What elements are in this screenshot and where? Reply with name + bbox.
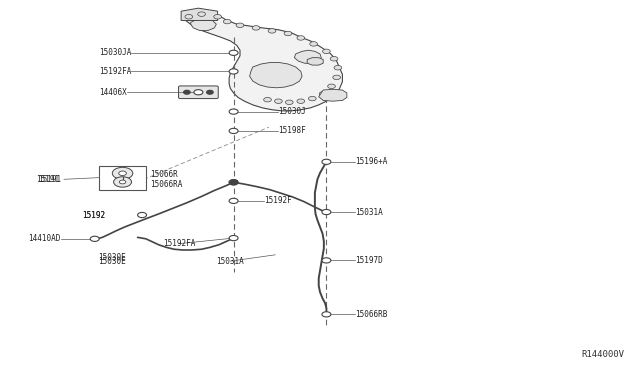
Circle shape (322, 159, 331, 164)
Circle shape (319, 92, 327, 96)
Text: 15192F: 15192F (264, 196, 291, 205)
Circle shape (229, 198, 238, 203)
Circle shape (264, 97, 271, 102)
Text: 15031A: 15031A (216, 257, 244, 266)
Text: 15030E: 15030E (98, 253, 126, 262)
Circle shape (310, 42, 317, 46)
FancyBboxPatch shape (179, 86, 218, 99)
Text: 15198F: 15198F (278, 126, 306, 135)
Circle shape (285, 100, 293, 105)
Text: 15030J: 15030J (278, 107, 306, 116)
Circle shape (252, 26, 260, 30)
Text: 14410AD: 14410AD (28, 234, 61, 243)
Circle shape (333, 75, 340, 80)
Polygon shape (191, 19, 216, 31)
Circle shape (229, 235, 238, 241)
Circle shape (322, 209, 331, 215)
Bar (99, 166, 146, 190)
Polygon shape (181, 8, 218, 20)
Circle shape (334, 65, 342, 70)
Circle shape (138, 212, 147, 218)
Circle shape (119, 171, 127, 176)
Circle shape (184, 90, 190, 94)
Text: 15192: 15192 (83, 211, 106, 219)
Circle shape (236, 23, 244, 28)
Circle shape (229, 128, 238, 134)
Text: 15031A: 15031A (355, 208, 383, 217)
Circle shape (268, 29, 276, 33)
Polygon shape (307, 58, 323, 65)
Circle shape (185, 15, 193, 19)
Circle shape (323, 49, 330, 54)
Circle shape (119, 180, 125, 184)
Circle shape (229, 69, 238, 74)
Polygon shape (250, 62, 302, 88)
Circle shape (230, 180, 237, 185)
Text: 15192FA: 15192FA (163, 239, 195, 248)
Text: 15191: 15191 (36, 175, 59, 184)
Circle shape (330, 57, 338, 61)
Circle shape (194, 90, 203, 95)
Text: 15030E: 15030E (98, 257, 126, 266)
Circle shape (90, 236, 99, 241)
Polygon shape (319, 89, 347, 101)
Circle shape (214, 15, 221, 19)
Text: 15066RA: 15066RA (150, 180, 183, 189)
Circle shape (229, 109, 238, 114)
Circle shape (114, 177, 132, 187)
Circle shape (284, 31, 292, 36)
Polygon shape (182, 11, 342, 111)
Polygon shape (294, 50, 321, 63)
Circle shape (322, 258, 331, 263)
Text: 15192: 15192 (83, 211, 106, 219)
Circle shape (223, 19, 231, 24)
Text: 15191: 15191 (38, 175, 61, 184)
Text: 15030JA: 15030JA (99, 48, 131, 57)
Circle shape (113, 167, 133, 179)
Text: 15196+A: 15196+A (355, 157, 388, 166)
Circle shape (297, 99, 305, 103)
Circle shape (275, 99, 282, 103)
Circle shape (322, 312, 331, 317)
Text: 15066RB: 15066RB (355, 310, 388, 319)
Text: 14406X: 14406X (99, 88, 127, 97)
Circle shape (229, 180, 238, 185)
Circle shape (297, 36, 305, 40)
Circle shape (229, 50, 238, 55)
Text: R144000V: R144000V (581, 350, 624, 359)
Circle shape (207, 90, 213, 94)
Text: 15192FA: 15192FA (99, 67, 131, 76)
Text: 15066R: 15066R (150, 170, 178, 179)
Circle shape (308, 96, 316, 101)
Circle shape (328, 84, 335, 89)
Circle shape (198, 12, 205, 16)
Text: 15197D: 15197D (355, 256, 383, 265)
